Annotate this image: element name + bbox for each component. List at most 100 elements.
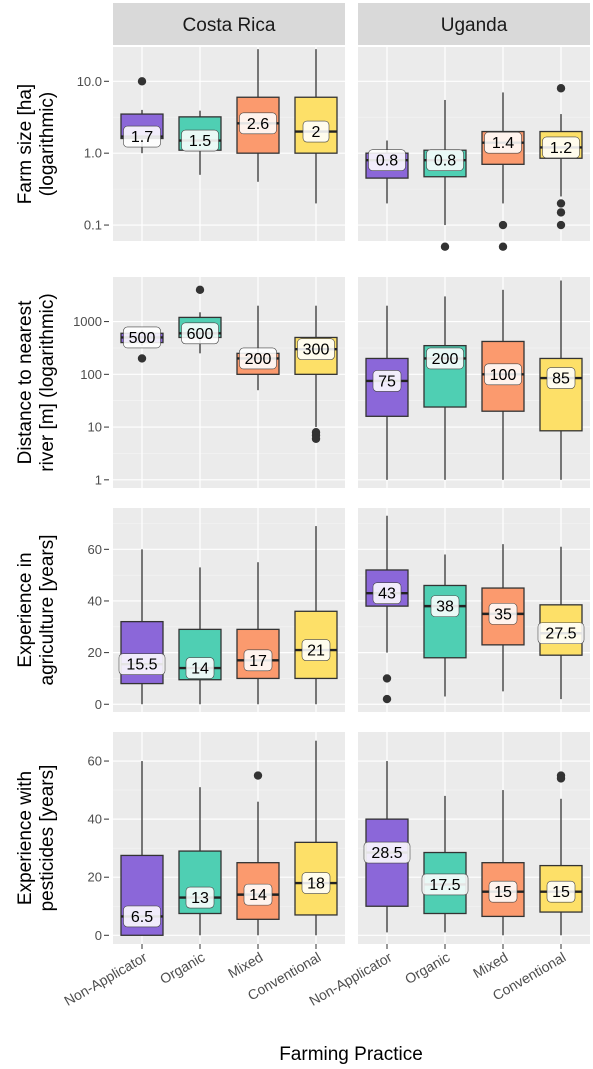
- y-tick-label: 0.1: [84, 218, 102, 233]
- median-label-box: [243, 883, 273, 906]
- y-tick-label: 60: [88, 754, 102, 769]
- median-label-box: [243, 649, 273, 672]
- median-label: 15: [494, 884, 512, 901]
- y-axis-title-line: river [m] (logarithmic): [37, 293, 58, 471]
- median-label: 28.5: [371, 845, 402, 862]
- outlier-point: [253, 771, 263, 780]
- median-label: 1.5: [189, 133, 211, 150]
- y-axis-title-line: pesticides [years]: [37, 765, 58, 912]
- median-label: 13: [191, 890, 209, 907]
- y-axis-title-2: Distance to nearestriver [m] (logarithmi…: [15, 293, 58, 471]
- median-label-box: [363, 841, 411, 864]
- box-non-applicator: 15.5: [118, 549, 166, 705]
- median-label-box: [239, 112, 277, 135]
- median-label: 18: [307, 876, 325, 893]
- median-label-box: [239, 347, 277, 370]
- box-mixed: 17: [236, 562, 280, 705]
- median-label-box: [484, 131, 522, 154]
- median-label-box: [185, 657, 215, 679]
- outlier-point: [556, 208, 566, 217]
- median-label: 17: [249, 653, 267, 670]
- y-axis-title-line: Experience in: [15, 552, 36, 667]
- box-conventional: 18: [294, 740, 338, 936]
- median-label-box: [118, 653, 166, 676]
- outlier-point: [556, 774, 566, 783]
- median-label: 14: [191, 661, 209, 678]
- panel-1-uganda: 0.8 0.8 1.4 1.2: [358, 47, 590, 251]
- box-mixed: 1.4: [481, 92, 525, 251]
- y-axis-title-1: Farm size [ha](logarithmic): [15, 84, 58, 204]
- y-axis-title-line: Experience with: [15, 771, 36, 905]
- median-label: 200: [432, 351, 459, 368]
- y-tick-label: 60: [88, 542, 102, 557]
- y-tick-label: 10: [88, 420, 102, 435]
- y-tick-label: 1.0: [84, 146, 102, 161]
- outlier-point: [440, 242, 450, 251]
- median-label-box: [484, 363, 522, 386]
- box-conventional: 15: [539, 771, 583, 936]
- median-label-box: [546, 880, 576, 903]
- box-mixed: 100: [481, 289, 525, 480]
- median-label-box: [430, 595, 460, 617]
- median-label-box: [123, 326, 161, 349]
- box-mixed: 2.6: [236, 49, 280, 182]
- median-label: 17.5: [429, 877, 460, 894]
- outlier-point: [556, 220, 566, 230]
- median-label: 0.8: [434, 153, 456, 170]
- median-label: 6.5: [131, 909, 153, 926]
- box-conventional: 85: [539, 280, 583, 480]
- median-label: 1.2: [550, 140, 572, 157]
- box-organic: 1.5: [178, 110, 222, 175]
- box-conventional: 1.2: [539, 84, 583, 230]
- median-label: 85: [552, 371, 570, 388]
- y-tick-label: 100: [80, 367, 102, 382]
- box-conventional: 27.5: [537, 546, 585, 700]
- y-axis-title-3: Experience inagriculture [years]: [15, 534, 58, 685]
- box-iqr: [294, 96, 338, 154]
- median-label: 500: [129, 330, 156, 347]
- y-tick-label: 10.0: [77, 74, 102, 89]
- y-axis-title-line: (logarithmic): [37, 92, 58, 197]
- median-label-box: [368, 149, 406, 171]
- median-label-box: [372, 582, 402, 605]
- median-label-box: [181, 322, 219, 345]
- outlier-point: [498, 242, 508, 251]
- panel-3-uganda: 43 38 35 27.5: [358, 508, 590, 712]
- y-tick-label: 1: [95, 472, 102, 487]
- box-organic: 0.8: [423, 99, 467, 251]
- x-axis-title: Farming Practice: [279, 1044, 423, 1065]
- median-label: 600: [187, 326, 214, 343]
- median-label: 14: [249, 887, 267, 904]
- panel-1-costa-rica: 1.7 1.5 2.6 2: [113, 47, 345, 241]
- panel-2-costa-rica: 500 600 200 300: [113, 277, 345, 488]
- facet-label-costa-rica: Costa Rica: [183, 15, 276, 36]
- median-label-box: [297, 338, 335, 360]
- panel-2-uganda: 75 200 100 85: [358, 277, 590, 488]
- median-label: 1.7: [131, 129, 153, 146]
- x-tick-label-mixed: Mixed: [470, 949, 510, 982]
- outlier-point: [556, 84, 566, 93]
- box-organic: 600: [178, 285, 222, 354]
- y-tick-label: 0: [95, 697, 102, 712]
- box-non-applicator: 1.7: [120, 77, 164, 154]
- median-label-box: [426, 149, 464, 171]
- box-non-applicator: 28.5: [363, 761, 411, 933]
- y-axis-title-4: Experience withpesticides [years]: [15, 765, 58, 912]
- box-non-applicator: 75: [365, 305, 409, 480]
- y-tick-label: 40: [88, 593, 102, 608]
- outlier-point: [382, 694, 392, 704]
- outlier-point: [382, 674, 392, 683]
- median-label-box: [421, 873, 469, 896]
- median-label: 1.4: [492, 135, 514, 152]
- box-non-applicator: 500: [120, 326, 164, 363]
- box-organic: 14: [178, 567, 222, 705]
- facet-strip-uganda: [358, 3, 590, 45]
- median-label: 43: [378, 586, 396, 603]
- outlier-point: [556, 199, 566, 208]
- median-label-box: [488, 603, 518, 625]
- median-label: 38: [436, 599, 454, 616]
- panel-3-costa-rica: 15.5 14 17 21: [113, 508, 345, 712]
- median-label: 35: [494, 606, 512, 623]
- median-label-box: [301, 639, 331, 661]
- median-label-box: [181, 129, 219, 152]
